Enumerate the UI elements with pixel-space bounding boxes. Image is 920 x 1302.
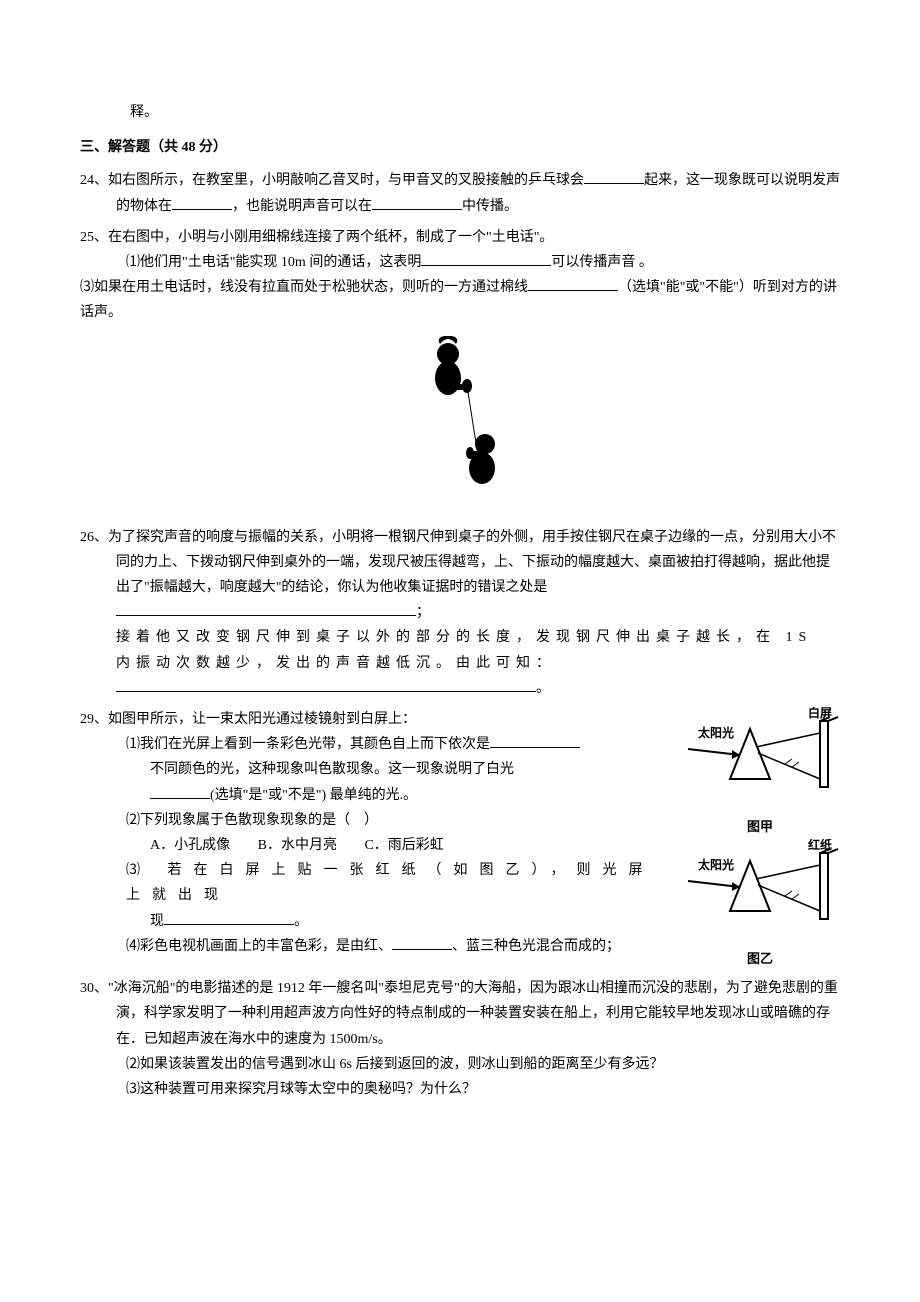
diagram-yi: 红纸 太阳光 图乙 <box>680 839 840 971</box>
q29-sub4: ⑷彩色电视机画面上的丰富色彩，是由红、 、蓝三种色光混合而成的； <box>80 934 660 959</box>
blank <box>172 194 232 209</box>
label-sun-jia: 太阳光 <box>698 725 734 740</box>
blank <box>116 601 416 616</box>
question-29: 白屏 太阳光 图甲 29、如图甲所示，让一束太阳光通过棱镜射到白屏上： ⑴我们在… <box>80 707 840 970</box>
q29-text-a: 如图甲所示，让一束太阳光通过棱镜射到白屏上： <box>108 712 416 727</box>
question-25: 25、在右图中，小明与小刚用细棉线连接了两个纸杯，制成了一个"土电话"。 ⑴他们… <box>80 225 840 326</box>
q29-sub1-c: (选填"是"或"不是") 最单纯的光.。 <box>210 788 417 803</box>
blank <box>584 169 644 184</box>
q29-sub4-a: ⑷彩色电视机画面上的丰富色彩，是由红、 <box>126 939 392 954</box>
q30-sub3: ⑶这种装置可用来探究月球等太空中的奥秘吗？为什么？ <box>80 1077 840 1102</box>
blank <box>372 194 462 209</box>
telephone-illustration <box>80 336 840 515</box>
q26-num: 26、 <box>80 530 108 545</box>
q29-options: A．小孔成像 B．水中月亮 C．雨后彩虹 <box>80 833 660 858</box>
section-title: 三、解答题（共 48 分） <box>80 135 840 160</box>
q24-num: 24、 <box>80 173 108 188</box>
blank <box>490 733 580 748</box>
q29-sub1c: (选填"是"或"不是") 最单纯的光.。 <box>80 783 660 808</box>
blank <box>164 909 294 924</box>
q25-sub1-a: ⑴他们用"土电话"能实现 10m 间的通话，这表明 <box>126 255 421 270</box>
q29-sub3-a: ⑶ 若在白屏上贴一张红纸（如图乙），则光屏上就出现 <box>126 863 655 903</box>
q26-body: 26、为了探究声音的响度与振幅的关系，小明将一根钢尺伸到桌子的外侧，用手按住钢尺… <box>80 525 840 626</box>
q29-sub1-a: ⑴我们在光屏上看到一条彩色光带，其颜色自上而下依次是 <box>126 737 490 752</box>
q29-sub2-a: ⑵下列现象属于色散现象现象的是（ <box>126 813 350 828</box>
q24-text-d: 中传播。 <box>462 199 518 214</box>
label-sun-yi: 太阳光 <box>698 857 734 872</box>
q25-sub1: ⑴他们用"土电话"能实现 10m 间的通话，这表明 可以传播声音 。 <box>80 250 840 275</box>
q25-sub3-a: ⑶如果在用土电话时，线没有拉直而处于松驰状态，则听的一方通过棉线 <box>80 280 528 295</box>
q25-sub3: ⑶如果在用土电话时，线没有拉直而处于松驰状态，则听的一方通过棉线（选填"能"或"… <box>80 275 840 325</box>
q29-sub1: ⑴我们在光屏上看到一条彩色光带，其颜色自上而下依次是 <box>80 732 660 757</box>
diagram-jia-caption: 图甲 <box>680 815 840 838</box>
q30-body: 30、"冰海沉船"的电影描述的是 1912 年一艘名叫"泰坦尼克号"的大海船，因… <box>80 976 840 1052</box>
q26-body2: 接着他又改变钢尺伸到桌子以外的部分的长度，发现钢尺伸出桌子越长，在 1S 内振动… <box>80 625 840 675</box>
q29-sub3: ⑶ 若在白屏上贴一张红纸（如图乙），则光屏上就出现 <box>80 858 660 908</box>
q29-sub3b: 现。 <box>80 909 660 934</box>
option-c: C．雨后彩虹 <box>364 833 443 858</box>
q29-sub3-prefix: 现 <box>150 914 164 929</box>
q29-sub2: ⑵下列现象属于色散现象现象的是（ ） <box>80 808 660 833</box>
q25-body: 25、在右图中，小明与小刚用细棉线连接了两个纸杯，制成了一个"土电话"。 <box>80 225 840 250</box>
q30-text-a: "冰海沉船"的电影描述的是 1912 年一艘名叫"泰坦尼克号"的大海船，因为跟冰… <box>108 981 838 1046</box>
q26-body3: 。 <box>80 676 840 701</box>
option-b: B．水中月亮 <box>258 833 337 858</box>
q25-num: 25、 <box>80 230 108 245</box>
question-24: 24、如右图所示，在教室里，小明敲响乙音叉时，与甲音叉的叉股接触的乒乓球会起来，… <box>80 168 840 218</box>
q26-text-a: 为了探究声音的响度与振幅的关系，小明将一根钢尺伸到桌子的外侧，用手按住钢尺在桌子… <box>108 530 836 595</box>
q29-num: 29、 <box>80 712 108 727</box>
option-a: A．小孔成像 <box>150 833 230 858</box>
q24-text-c: ，也能说明声音可以在 <box>232 199 372 214</box>
q29-sub1b: 不同颜色的光，这种现象叫色散现象。这一现象说明了白光 <box>80 757 660 782</box>
q29-sub3-b: 。 <box>294 914 308 929</box>
q24-body: 24、如右图所示，在教室里，小明敲响乙音叉时，与甲音叉的叉股接触的乒乓球会起来，… <box>80 168 840 218</box>
blank <box>392 934 452 949</box>
q25-sub1-b: 可以传播声音 。 <box>551 255 653 270</box>
q29-sub1-b: 不同颜色的光，这种现象叫色散现象。这一现象说明了白光 <box>150 762 514 777</box>
prism-diagram-jia: 白屏 太阳光 <box>680 707 840 802</box>
blank <box>528 276 618 291</box>
blank <box>150 783 210 798</box>
question-30: 30、"冰海沉船"的电影描述的是 1912 年一艘名叫"泰坦尼克号"的大海船，因… <box>80 976 840 1102</box>
blank <box>116 676 536 691</box>
diagram-yi-caption: 图乙 <box>680 947 840 970</box>
q26-text-d: 。 <box>536 681 550 696</box>
q29-sub4-b: 、蓝三种色光混合而成的； <box>452 939 620 954</box>
question-26: 26、为了探究声音的响度与振幅的关系，小明将一根钢尺伸到桌子的外侧，用手按住钢尺… <box>80 525 840 701</box>
tin-can-phone-svg <box>400 336 520 506</box>
q24-text-a: 如右图所示，在教室里，小明敲响乙音叉时，与甲音叉的叉股接触的乒乓球会 <box>108 173 584 188</box>
q26-text-c: 接着他又改变钢尺伸到桌子以外的部分的长度，发现钢尺伸出桌子越长，在 1S 内振动… <box>116 630 812 670</box>
prism-diagram-yi: 红纸 太阳光 <box>680 839 840 934</box>
blank <box>421 251 551 266</box>
q26-text-b: ； <box>416 605 430 620</box>
pre-text: 释。 <box>80 100 840 125</box>
q30-num: 30、 <box>80 981 108 996</box>
diagram-jia: 白屏 太阳光 图甲 <box>680 707 840 839</box>
q29-sub2-b: ） <box>364 813 378 828</box>
q30-sub2: ⑵如果该装置发出的信号遇到冰山 6s 后接到返回的波，则冰山到船的距离至少有多远… <box>80 1052 840 1077</box>
q25-text-a: 在右图中，小明与小刚用细棉线连接了两个纸杯，制成了一个"土电话"。 <box>108 230 553 245</box>
